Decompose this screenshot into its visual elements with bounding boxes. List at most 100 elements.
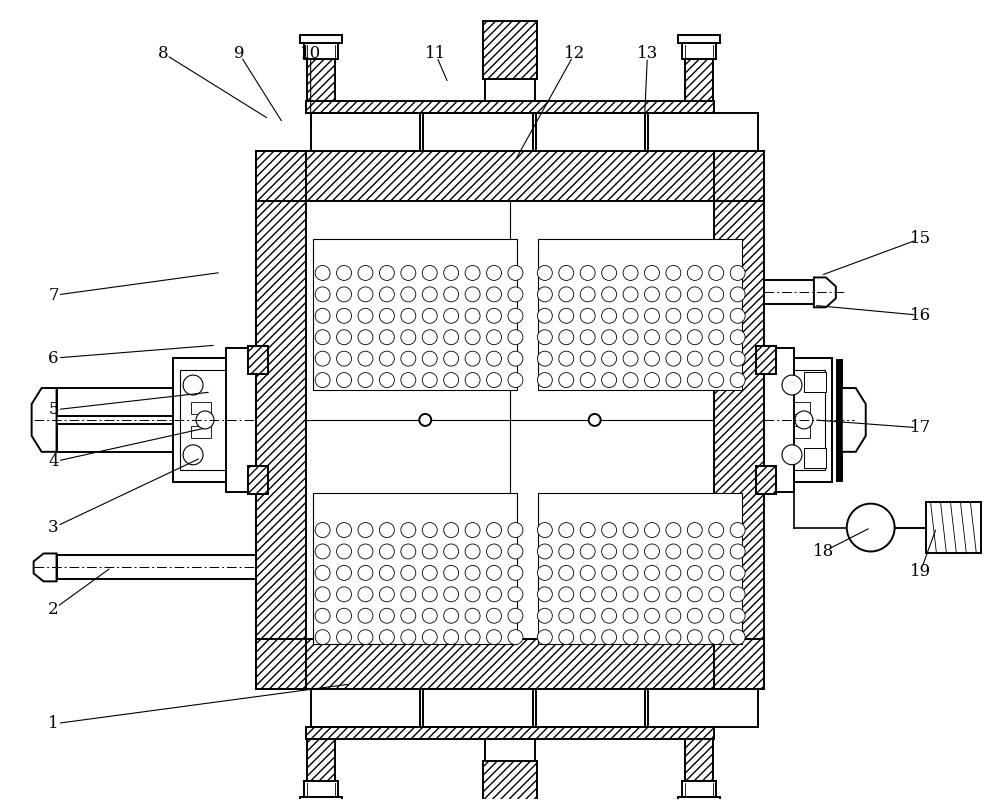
Bar (228, 448, 250, 468)
Circle shape (537, 308, 552, 323)
Circle shape (508, 544, 523, 559)
Circle shape (644, 544, 659, 559)
Circle shape (644, 308, 659, 323)
Circle shape (666, 608, 681, 623)
Circle shape (379, 266, 394, 281)
Bar (678, 797, 720, 800)
Circle shape (401, 630, 416, 645)
Circle shape (687, 266, 702, 281)
Circle shape (183, 375, 203, 395)
Polygon shape (34, 554, 57, 582)
Circle shape (847, 504, 895, 551)
Circle shape (537, 608, 552, 623)
Bar (485, 739, 535, 761)
Bar (648, 689, 758, 727)
Circle shape (537, 351, 552, 366)
Circle shape (644, 330, 659, 345)
Circle shape (337, 544, 352, 559)
Bar (248, 346, 268, 374)
Bar (300, 35, 342, 43)
Circle shape (666, 308, 681, 323)
Circle shape (422, 351, 437, 366)
Bar (804, 448, 826, 468)
Circle shape (379, 608, 394, 623)
Circle shape (580, 308, 595, 323)
Bar (191, 426, 211, 438)
Bar (306, 201, 714, 639)
Bar (682, 781, 716, 797)
Circle shape (537, 287, 552, 302)
Circle shape (730, 587, 745, 602)
Bar (485, 79, 535, 101)
Circle shape (709, 522, 724, 538)
Circle shape (487, 544, 501, 559)
Circle shape (422, 330, 437, 345)
Circle shape (730, 373, 745, 387)
Bar (311, 113, 420, 151)
Bar (300, 797, 342, 800)
Circle shape (687, 630, 702, 645)
Circle shape (379, 351, 394, 366)
Circle shape (358, 630, 373, 645)
Circle shape (687, 373, 702, 387)
Circle shape (422, 266, 437, 281)
Circle shape (580, 566, 595, 580)
Circle shape (559, 522, 574, 538)
Circle shape (315, 373, 330, 387)
Circle shape (580, 630, 595, 645)
Circle shape (730, 566, 745, 580)
Circle shape (537, 266, 552, 281)
Circle shape (444, 330, 459, 345)
Circle shape (709, 266, 724, 281)
Text: 5: 5 (48, 402, 59, 418)
Bar (682, 43, 716, 59)
Circle shape (379, 330, 394, 345)
Circle shape (559, 373, 574, 387)
Circle shape (358, 544, 373, 559)
Circle shape (379, 522, 394, 538)
Circle shape (709, 587, 724, 602)
Bar (423, 689, 533, 727)
Circle shape (487, 608, 501, 623)
Circle shape (487, 330, 501, 345)
Text: 19: 19 (910, 563, 931, 580)
Circle shape (602, 630, 617, 645)
Text: 9: 9 (234, 45, 244, 62)
Circle shape (709, 330, 724, 345)
Circle shape (537, 630, 552, 645)
Circle shape (559, 544, 574, 559)
Circle shape (666, 287, 681, 302)
Circle shape (730, 544, 745, 559)
Bar (57, 388, 256, 416)
Circle shape (537, 566, 552, 580)
Circle shape (196, 411, 214, 429)
Bar (648, 113, 758, 151)
Bar (685, 739, 713, 781)
Circle shape (559, 351, 574, 366)
Circle shape (358, 308, 373, 323)
Polygon shape (842, 388, 866, 452)
Circle shape (709, 630, 724, 645)
Circle shape (337, 587, 352, 602)
Circle shape (602, 287, 617, 302)
Circle shape (465, 587, 480, 602)
Bar (307, 739, 335, 781)
Circle shape (337, 566, 352, 580)
Circle shape (687, 587, 702, 602)
Circle shape (602, 608, 617, 623)
Circle shape (337, 330, 352, 345)
Circle shape (444, 308, 459, 323)
Circle shape (559, 266, 574, 281)
Circle shape (422, 608, 437, 623)
Text: 4: 4 (48, 454, 59, 470)
Circle shape (401, 566, 416, 580)
Text: 17: 17 (910, 419, 931, 437)
Circle shape (537, 373, 552, 387)
Polygon shape (814, 278, 836, 307)
Circle shape (687, 544, 702, 559)
Circle shape (623, 287, 638, 302)
Circle shape (508, 351, 523, 366)
Circle shape (644, 630, 659, 645)
Text: 18: 18 (813, 543, 834, 560)
Circle shape (559, 587, 574, 602)
